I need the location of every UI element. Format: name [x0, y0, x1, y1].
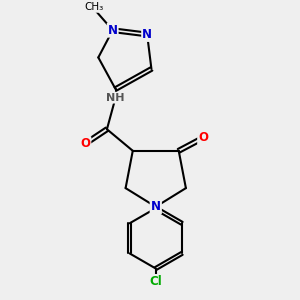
- Text: N: N: [142, 28, 152, 41]
- Text: N: N: [151, 200, 161, 213]
- Text: N: N: [108, 24, 118, 37]
- Text: O: O: [80, 137, 90, 150]
- Text: Cl: Cl: [149, 275, 162, 288]
- Text: O: O: [198, 131, 208, 144]
- Text: N: N: [151, 200, 161, 213]
- Text: NH: NH: [106, 93, 125, 103]
- Text: CH₃: CH₃: [84, 2, 104, 12]
